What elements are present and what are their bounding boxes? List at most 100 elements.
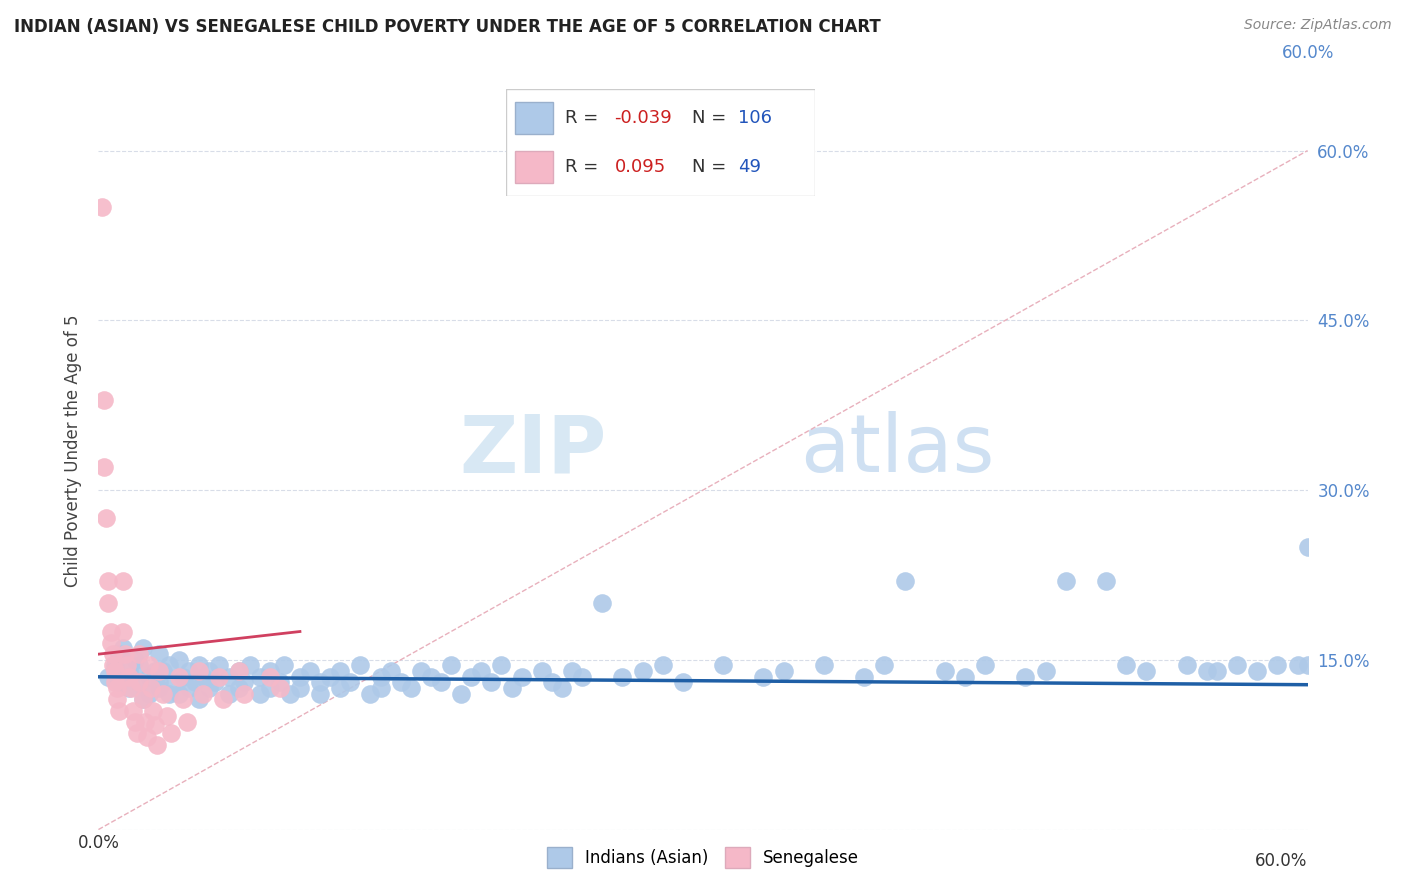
Text: N =: N = (692, 109, 731, 127)
Point (204, 675, 226, 690)
Point (107, 647, 129, 661)
Point (288, 670, 311, 684)
Point (132, 641, 155, 656)
Point (1054, 574, 1077, 588)
Point (450, 687, 472, 701)
Point (399, 681, 422, 695)
Point (148, 681, 170, 695)
Point (160, 726, 183, 740)
Point (470, 664, 492, 678)
Point (339, 675, 361, 690)
Point (103, 664, 125, 678)
Point (111, 574, 134, 588)
Point (561, 664, 583, 678)
Text: 106: 106 (738, 109, 772, 127)
Point (651, 658, 673, 673)
Point (135, 730, 157, 744)
Point (142, 704, 165, 718)
Point (100, 636, 122, 650)
Point (93, 460, 115, 475)
Point (198, 664, 221, 678)
Point (208, 670, 231, 684)
Point (934, 664, 956, 678)
Point (309, 675, 332, 690)
Point (128, 658, 150, 673)
Point (97, 670, 120, 684)
Point (1206, 664, 1229, 678)
Point (167, 687, 190, 701)
Point (115, 658, 138, 673)
Text: INDIAN (ASIAN) VS SENEGALESE CHILD POVERTY UNDER THE AGE OF 5 CORRELATION CHART: INDIAN (ASIAN) VS SENEGALESE CHILD POVER… (14, 18, 880, 36)
Point (299, 664, 322, 678)
Point (218, 670, 240, 684)
Point (273, 658, 295, 673)
Point (152, 664, 174, 678)
Point (711, 658, 734, 673)
Point (172, 670, 194, 684)
Text: 60.0%: 60.0% (1256, 853, 1308, 871)
Point (249, 687, 271, 701)
Point (100, 624, 122, 639)
Point (118, 664, 141, 678)
Y-axis label: Child Poverty Under the Age of 5: Child Poverty Under the Age of 5 (65, 314, 83, 587)
Point (1035, 664, 1057, 678)
Point (1014, 670, 1036, 684)
Point (1115, 658, 1137, 673)
Point (97, 574, 120, 588)
Point (551, 681, 574, 695)
FancyBboxPatch shape (516, 102, 553, 134)
Point (370, 670, 392, 684)
Point (128, 675, 150, 690)
Text: R =: R = (565, 109, 605, 127)
Point (188, 664, 211, 678)
Point (124, 714, 146, 729)
Point (370, 681, 392, 695)
Point (193, 687, 215, 701)
Point (1195, 664, 1218, 678)
Point (163, 675, 186, 690)
Point (591, 596, 613, 610)
Point (128, 647, 150, 661)
Point (1286, 658, 1309, 673)
Point (510, 670, 533, 684)
Point (103, 675, 125, 690)
Point (138, 658, 160, 673)
Point (193, 670, 215, 684)
Point (1175, 658, 1198, 673)
Point (228, 681, 250, 695)
Point (212, 692, 235, 706)
Point (430, 675, 453, 690)
Point (269, 681, 291, 695)
Text: Source: ZipAtlas.com: Source: ZipAtlas.com (1244, 18, 1392, 32)
Point (409, 664, 432, 678)
Text: ZIP: ZIP (458, 411, 606, 490)
Point (953, 670, 976, 684)
Point (1296, 658, 1319, 673)
Point (111, 641, 134, 656)
Point (128, 675, 150, 690)
Point (893, 574, 915, 588)
Point (1296, 540, 1319, 554)
Point (179, 664, 201, 678)
Point (571, 670, 593, 684)
Point (188, 658, 211, 673)
Point (143, 664, 166, 678)
Point (228, 664, 250, 678)
Point (148, 675, 170, 690)
Point (148, 664, 170, 678)
Point (813, 658, 835, 673)
Point (176, 714, 198, 729)
Text: atlas: atlas (800, 411, 994, 490)
Point (97, 596, 120, 610)
Point (208, 658, 231, 673)
Point (228, 664, 250, 678)
Point (481, 675, 503, 690)
Point (132, 692, 155, 706)
Text: -0.039: -0.039 (614, 109, 672, 127)
Point (259, 670, 281, 684)
Point (167, 670, 190, 684)
Point (107, 675, 129, 690)
Point (138, 687, 160, 701)
Point (157, 687, 180, 701)
Point (349, 658, 371, 673)
